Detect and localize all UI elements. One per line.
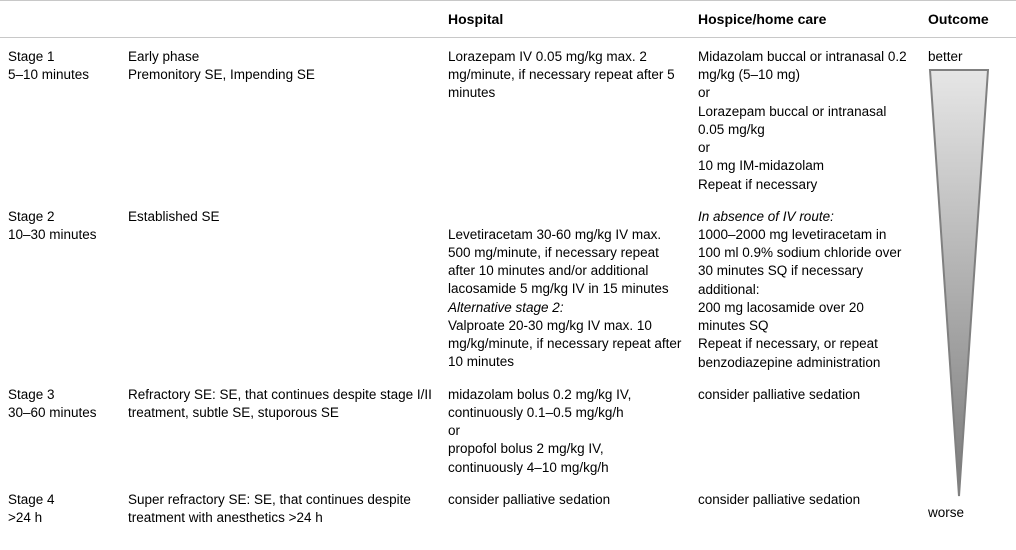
outcome-bottom-label: worse [928,504,964,522]
home-line: 1000–2000 mg levetiracetam in 100 ml 0.9… [698,226,912,299]
home-line: or [698,139,912,157]
home-line: consider palliative sedation [698,386,912,404]
hospital-cell: Lorazepam IV 0.05 mg/kg max. 2 mg/minute… [440,38,690,198]
stage-cell: Stage 1 5–10 minutes [0,38,120,198]
home-line: consider palliative sedation [698,491,912,509]
stage-duration: 30–60 minutes [8,404,112,422]
table-row: Stage 2 10–30 minutes Established SE Lev… [0,198,1016,376]
home-lead: In absence of IV route: [698,208,912,226]
hospital-line: or [448,422,682,440]
home-cell: In absence of IV route: 1000–2000 mg lev… [690,198,920,376]
outcome-cell: better worse [920,38,1016,532]
table-row: Stage 3 30–60 minutes Refractory SE: SE,… [0,376,1016,481]
desc-cell: Early phase Premonitory SE, Impending SE [120,38,440,198]
hospital-cell: midazolam bolus 0.2 mg/kg IV, continuous… [440,376,690,481]
home-line: or [698,84,912,102]
desc-line: Super refractory SE: SE, that continues … [128,491,432,527]
hospital-cell: consider palliative sedation [440,481,690,531]
hospital-text: Levetiracetam 30-60 mg/kg IV max. 500 mg… [448,226,682,299]
home-cell: consider palliative sedation [690,376,920,481]
hospital-cell: Levetiracetam 30-60 mg/kg IV max. 500 mg… [440,198,690,376]
home-line: 200 mg lacosamide over 20 minutes SQ [698,299,912,335]
header-stage [0,1,120,38]
stage-duration: >24 h [8,509,112,527]
stage-title: Stage 3 [8,386,112,404]
stage-duration: 5–10 minutes [8,66,112,84]
stage-cell: Stage 3 30–60 minutes [0,376,120,481]
home-line: Lorazepam buccal or intranasal 0.05 mg/k… [698,103,912,139]
home-line: Repeat if necessary [698,176,912,194]
header-outcome: Outcome [920,1,1016,38]
table-row: Stage 4 >24 h Super refractory SE: SE, t… [0,481,1016,531]
desc-line: Refractory SE: SE, that continues despit… [128,386,432,422]
desc-cell: Super refractory SE: SE, that continues … [120,481,440,531]
desc-line: Early phase [128,48,432,66]
outcome-wrapper: better worse [928,48,1008,538]
stage-duration: 10–30 minutes [8,226,112,244]
desc-line: Premonitory SE, Impending SE [128,66,432,84]
hospital-alt-label: Alternative stage 2: [448,299,682,317]
home-cell: Midazolam buccal or intranasal 0.2 mg/kg… [690,38,920,198]
header-home: Hospice/home care [690,1,920,38]
home-line: Repeat if necessary, or repeat benzodiaz… [698,335,912,371]
outcome-top-label: better [928,48,1008,66]
home-line: Midazolam buccal or intranasal 0.2 mg/kg… [698,48,912,84]
stage-cell: Stage 2 10–30 minutes [0,198,120,376]
header-hospital: Hospital [440,1,690,38]
spacer [448,208,682,226]
desc-cell: Established SE [120,198,440,376]
outcome-triangle-icon [928,68,990,498]
triangle-shape [930,70,988,496]
hospital-line: midazolam bolus 0.2 mg/kg IV, continuous… [448,386,682,422]
stage-cell: Stage 4 >24 h [0,481,120,531]
hospital-text: Valproate 20-30 mg/kg IV max. 10 mg/kg/m… [448,317,682,372]
stage-title: Stage 4 [8,491,112,509]
table-row: Stage 1 5–10 minutes Early phase Premoni… [0,38,1016,198]
desc-line: Established SE [128,208,432,226]
stage-title: Stage 2 [8,208,112,226]
hospital-text: Lorazepam IV 0.05 mg/kg max. 2 mg/minute… [448,48,682,103]
hospital-line: propofol bolus 2 mg/kg IV, continuously … [448,440,682,476]
stage-title: Stage 1 [8,48,112,66]
desc-cell: Refractory SE: SE, that continues despit… [120,376,440,481]
hospital-line: consider palliative sedation [448,491,682,509]
home-line: 10 mg IM-midazolam [698,157,912,175]
header-desc [120,1,440,38]
home-cell: consider palliative sedation [690,481,920,531]
protocol-table: Hospital Hospice/home care Outcome Stage… [0,0,1016,531]
table-header-row: Hospital Hospice/home care Outcome [0,1,1016,38]
